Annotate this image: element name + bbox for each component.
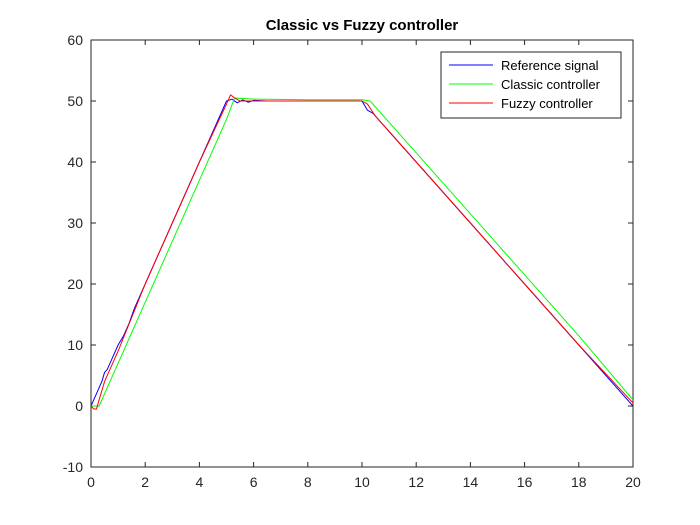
y-tick-label: -10: [63, 459, 83, 475]
x-tick-label: 12: [408, 474, 424, 490]
y-tick-label: 40: [67, 154, 83, 170]
legend: Reference signal Classic controller Fuzzy …: [440, 51, 622, 119]
x-tick-label: 20: [625, 474, 641, 490]
y-tick-label: 20: [67, 276, 83, 292]
legend-label-reference-signal: Reference signal: [501, 58, 599, 73]
x-tick-label: 18: [571, 474, 587, 490]
series-line-classic-controller: [91, 97, 633, 407]
legend-label-fuzzy-controller: Fuzzy controller: [501, 96, 593, 111]
legend-label-classic-controller: Classic controller: [501, 77, 601, 92]
x-tick-label: 14: [463, 474, 479, 490]
x-tick-label: 0: [87, 474, 95, 490]
y-tick-label: 0: [75, 398, 83, 414]
y-tick-label: 30: [67, 215, 83, 231]
x-tick-label: 2: [141, 474, 149, 490]
y-tick-label: 10: [67, 337, 83, 353]
x-tick-label: 10: [354, 474, 370, 490]
chart-title: Classic vs Fuzzy controller: [266, 17, 459, 34]
series-group: [91, 94, 633, 410]
y-tick-label: 60: [67, 32, 83, 48]
series-line-fuzzy-controller: [91, 94, 633, 410]
x-tick-label: 8: [304, 474, 312, 490]
x-tick-label: 16: [517, 474, 533, 490]
legend-box: [440, 51, 622, 119]
x-tick-label: 6: [250, 474, 258, 490]
x-tick-label: 4: [196, 474, 204, 490]
y-tick-label: 50: [67, 93, 83, 109]
